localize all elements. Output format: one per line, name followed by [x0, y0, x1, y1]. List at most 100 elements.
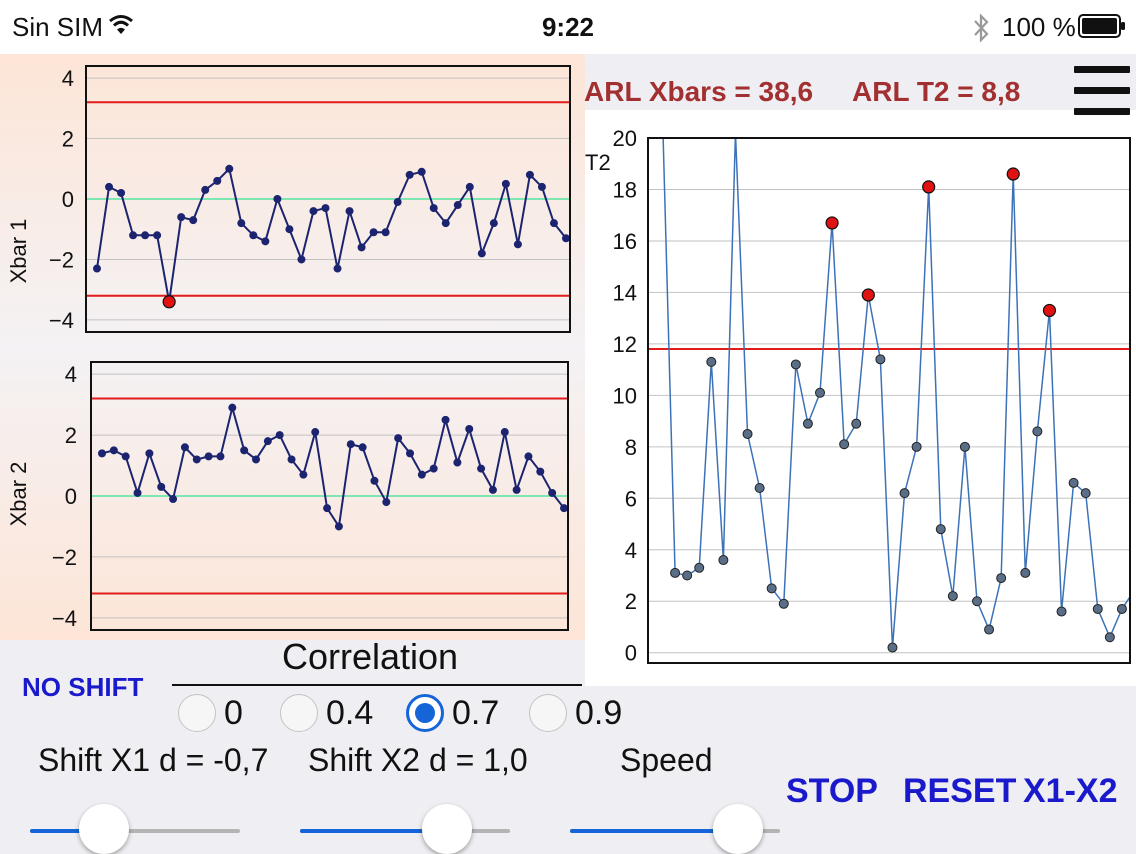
y-tick-label: 10: [613, 383, 637, 408]
radio-button[interactable]: [178, 694, 216, 732]
data-point: [382, 228, 390, 236]
data-point: [1093, 604, 1102, 613]
y-tick-label: 8: [625, 435, 637, 460]
data-point: [237, 219, 245, 227]
data-point: [430, 204, 438, 212]
data-point: [430, 465, 438, 473]
no-shift-button[interactable]: NO SHIFT: [22, 672, 143, 703]
data-point: [985, 625, 994, 634]
shift-x2-label: Shift X2 d = 1,0: [308, 742, 528, 779]
x1-x2-button[interactable]: X1-X2: [1023, 772, 1118, 811]
data-point: [1033, 427, 1042, 436]
plot-area: [648, 138, 1130, 663]
data-point: [888, 643, 897, 652]
data-point: [216, 452, 224, 460]
alarm-point: [1043, 304, 1055, 316]
correlation-option-label: 0.9: [575, 694, 622, 733]
y-tick-label: −2: [52, 545, 77, 570]
data-point: [454, 201, 462, 209]
y-tick-label: 2: [62, 127, 74, 152]
data-point: [695, 563, 704, 572]
data-point: [394, 198, 402, 206]
data-point: [478, 249, 486, 257]
bluetooth-icon: [970, 12, 992, 44]
xbar1-axis-label: Xbar 1: [6, 219, 31, 284]
data-point: [453, 459, 461, 467]
data-point: [110, 446, 118, 454]
reset-button[interactable]: RESET: [903, 772, 1016, 811]
data-point: [189, 216, 197, 224]
stop-button[interactable]: STOP: [786, 772, 878, 811]
data-point: [707, 357, 716, 366]
data-point: [370, 228, 378, 236]
data-point: [526, 171, 534, 179]
data-point: [273, 195, 281, 203]
data-point: [997, 574, 1006, 583]
data-point: [309, 207, 317, 215]
data-point: [1081, 489, 1090, 498]
data-point: [225, 165, 233, 173]
radio-button[interactable]: [280, 694, 318, 732]
data-point: [240, 446, 248, 454]
data-point: [973, 597, 982, 606]
data-point: [562, 234, 570, 242]
speed-slider[interactable]: [570, 802, 780, 852]
slider-knob[interactable]: [422, 804, 472, 854]
data-point: [550, 219, 558, 227]
shift-x1-slider[interactable]: [30, 802, 240, 852]
data-point: [153, 231, 161, 239]
data-point: [299, 471, 307, 479]
data-point: [358, 243, 366, 251]
data-point: [791, 360, 800, 369]
data-point: [117, 189, 125, 197]
data-point: [442, 416, 450, 424]
data-point: [335, 522, 343, 530]
chart-body: 420−2−4: [52, 362, 568, 631]
y-tick-label: 18: [613, 177, 637, 202]
data-point: [145, 449, 153, 457]
data-point: [948, 592, 957, 601]
y-tick-label: 16: [613, 229, 637, 254]
chart-body: 420−2−4: [49, 66, 570, 333]
data-point: [1021, 568, 1030, 577]
data-point: [442, 219, 450, 227]
data-point: [406, 171, 414, 179]
data-point: [261, 237, 269, 245]
data-point: [779, 599, 788, 608]
slider-knob[interactable]: [713, 804, 763, 854]
data-point: [536, 468, 544, 476]
data-point: [803, 419, 812, 428]
data-point: [382, 498, 390, 506]
alarm-point: [163, 296, 175, 308]
data-point: [767, 584, 776, 593]
xbar1-chart: Xbar 1 420−2−4: [0, 54, 585, 340]
data-point: [755, 484, 764, 493]
data-point: [560, 504, 568, 512]
y-tick-label: 0: [65, 484, 77, 509]
slider-knob[interactable]: [79, 804, 129, 854]
data-point: [359, 443, 367, 451]
shift-x2-slider[interactable]: [300, 802, 510, 852]
radio-button-selected[interactable]: [406, 694, 444, 732]
battery-percent: 100 %: [1002, 12, 1076, 43]
y-tick-label: 2: [625, 589, 637, 614]
data-point: [193, 455, 201, 463]
data-point: [466, 183, 474, 191]
y-tick-label: 20: [613, 126, 637, 151]
data-point: [490, 219, 498, 227]
data-point: [960, 442, 969, 451]
data-point: [418, 471, 426, 479]
radio-button[interactable]: [529, 694, 567, 732]
clock: 9:22: [0, 12, 1136, 43]
data-point: [418, 168, 426, 176]
speed-label: Speed: [620, 742, 713, 779]
data-point: [731, 128, 740, 137]
y-tick-label: 6: [625, 486, 637, 511]
data-point: [264, 437, 272, 445]
arl-xbars-label: ARL Xbars = 38,6: [584, 76, 813, 108]
data-point: [334, 265, 342, 273]
t2-axis-label: T2: [585, 150, 611, 175]
data-point: [201, 186, 209, 194]
y-tick-label: 4: [62, 66, 74, 91]
